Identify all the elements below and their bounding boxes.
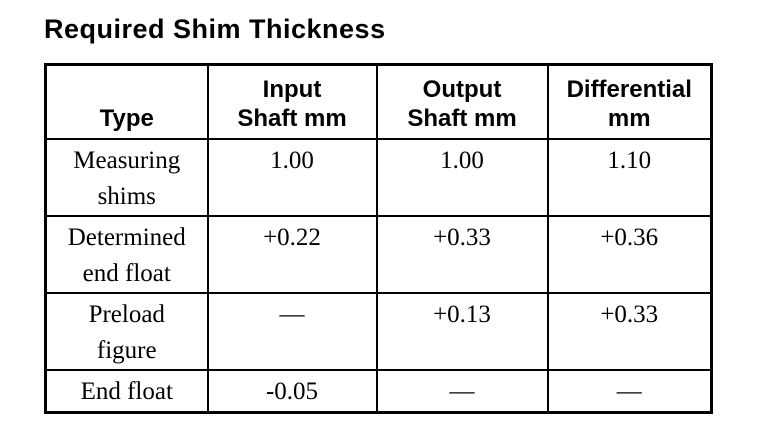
header-row: Type Input Shaft mm Output Shaft mm Diff… bbox=[44, 63, 713, 140]
row-label-measuring-shims: Measuring shims bbox=[44, 137, 209, 217]
column-header-output-shaft: Output Shaft mm bbox=[375, 63, 549, 140]
cell-input-shaft: 1.00 bbox=[206, 137, 378, 217]
cell-differential: +0.36 bbox=[546, 214, 713, 294]
table-row: Determined end float +0.22 +0.33 +0.36 bbox=[44, 214, 713, 294]
table-row: Preload figure — +0.13 +0.33 bbox=[44, 291, 713, 371]
shim-thickness-table: Type Input Shaft mm Output Shaft mm Diff… bbox=[44, 63, 713, 414]
cell-input-shaft: — bbox=[206, 291, 378, 371]
row-label-preload-figure: Preload figure bbox=[44, 291, 209, 371]
row-label-determined-end-float: Determined end float bbox=[44, 214, 209, 294]
cell-differential: +0.33 bbox=[546, 291, 713, 371]
cell-differential: 1.10 bbox=[546, 137, 713, 217]
column-header-input-shaft: Input Shaft mm bbox=[206, 63, 378, 140]
column-header-type: Type bbox=[44, 63, 209, 140]
cell-input-shaft: -0.05 bbox=[206, 368, 378, 414]
table-row: Measuring shims 1.00 1.00 1.10 bbox=[44, 137, 713, 217]
cell-output-shaft: +0.33 bbox=[375, 214, 549, 294]
cell-differential: — bbox=[546, 368, 713, 414]
page-title: Required Shim Thickness bbox=[44, 14, 386, 44]
table-row: End float -0.05 — — bbox=[44, 368, 713, 414]
row-label-end-float: End float bbox=[44, 368, 209, 414]
column-header-differential: Differential mm bbox=[546, 63, 713, 140]
cell-output-shaft: — bbox=[375, 368, 549, 414]
cell-input-shaft: +0.22 bbox=[206, 214, 378, 294]
cell-output-shaft: +0.13 bbox=[375, 291, 549, 371]
cell-output-shaft: 1.00 bbox=[375, 137, 549, 217]
